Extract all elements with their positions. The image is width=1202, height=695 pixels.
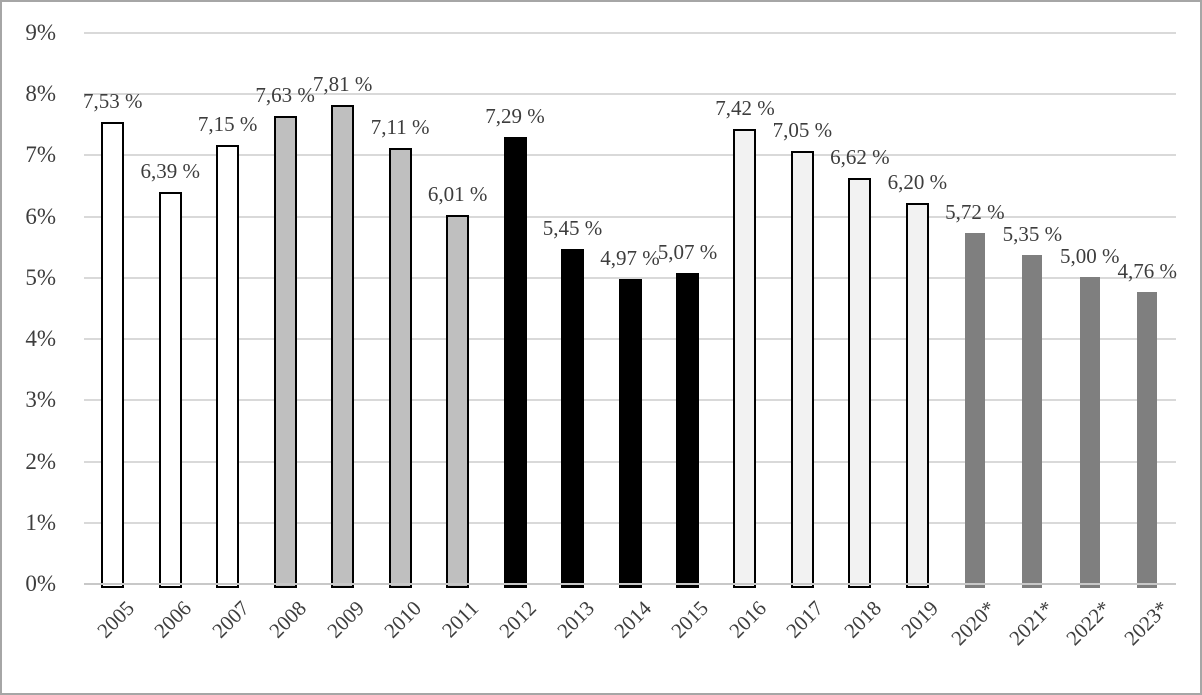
bar-2013 — [561, 249, 585, 588]
bar-2012 — [503, 136, 527, 588]
bar-value-label: 6,01 % — [427, 182, 488, 207]
bar-value-label: 6,62 % — [830, 144, 890, 169]
x-axis-category-label: 2007 — [206, 596, 254, 643]
x-axis-category-label: 2006 — [149, 596, 197, 643]
x-axis-category-label: 2023* — [1119, 596, 1174, 651]
bar-value-label: 6,39 % — [140, 158, 200, 183]
bar-2006 — [158, 191, 182, 588]
bar-2017 — [790, 151, 814, 588]
x-axis-category-label: 2012 — [494, 596, 542, 643]
bar-value-label: 5,35 % — [1002, 222, 1063, 247]
bar-2020* — [964, 232, 985, 588]
y-axis-tick-label: 7% — [25, 142, 56, 168]
x-axis-category-label: 2008 — [264, 596, 312, 643]
y-axis-tick-label: 2% — [25, 448, 56, 474]
bar-2014 — [618, 278, 642, 588]
x-axis-category-label: 2019 — [896, 596, 944, 643]
bar-value-label: 7,15 % — [197, 112, 258, 137]
bar-2015 — [675, 272, 699, 588]
bar-value-label: 4,76 % — [1117, 258, 1178, 283]
y-axis-tick-label: 8% — [25, 81, 56, 107]
bar-2011 — [446, 215, 470, 588]
bar-value-label: 5,45 % — [542, 216, 603, 241]
x-axis-category-label: 2016 — [724, 596, 771, 643]
bar-2008 — [273, 115, 297, 588]
x-axis-category-label: 2010 — [379, 596, 427, 643]
bar-value-label: 6,20 % — [887, 170, 948, 195]
gridline-8% — [84, 93, 1176, 96]
bar-2023* — [1137, 291, 1158, 588]
bar-2019 — [905, 203, 929, 588]
bar-2018 — [848, 177, 872, 588]
bar-value-label: 7,29 % — [485, 103, 545, 128]
x-axis-category-label: 2014 — [609, 596, 656, 643]
x-axis-category-label: 2013 — [551, 596, 599, 643]
gridline-7% — [84, 154, 1176, 157]
y-axis-tick-label: 5% — [25, 264, 56, 290]
bar-value-label: 7,63 % — [255, 82, 315, 107]
x-axis-category-label: 2015 — [666, 596, 714, 643]
x-axis-category-label: 2021* — [1004, 596, 1059, 651]
bar-value-label: 7,53 % — [82, 88, 143, 113]
bar-2009 — [331, 104, 355, 588]
bar-value-label: 5,00 % — [1060, 243, 1120, 268]
bar-2016 — [733, 128, 757, 588]
y-axis-tick-label: 6% — [25, 203, 56, 229]
x-axis-category-label: 2022* — [1061, 596, 1116, 651]
bar-2010 — [388, 147, 412, 588]
x-axis-category-label: 2017 — [781, 596, 829, 643]
bar-2007 — [216, 145, 240, 588]
bar-value-label: 7,11 % — [370, 114, 430, 139]
bar-2005 — [101, 121, 125, 588]
x-axis-category-label: 2009 — [321, 596, 369, 643]
bar-2022* — [1079, 276, 1100, 588]
x-axis-line — [84, 583, 1176, 585]
gridline-9% — [84, 32, 1176, 34]
y-axis-tick-label: 4% — [25, 326, 56, 352]
bar-value-label: 7,42 % — [715, 95, 775, 120]
bar-2021* — [1022, 255, 1043, 588]
bar-value-label: 7,05 % — [772, 118, 833, 143]
x-axis-category-label: 2011 — [437, 596, 484, 643]
y-axis-tick-label: 1% — [25, 509, 56, 535]
bar-value-label: 7,81 % — [312, 71, 373, 96]
gridline-5% — [84, 276, 1176, 279]
bar-value-label: 5,72 % — [945, 199, 1005, 224]
y-axis-tick-label: 0% — [25, 571, 56, 596]
y-axis-tick-label: 9% — [25, 20, 56, 45]
y-axis-tick-label: 3% — [25, 387, 56, 413]
bar-value-label: 5,07 % — [657, 239, 718, 264]
bar-value-label: 4,97 % — [600, 245, 660, 270]
x-axis-category-label: 2018 — [839, 596, 886, 643]
x-axis-category-label: 2005 — [92, 596, 139, 643]
x-axis-category-label: 2020* — [946, 596, 1001, 651]
gridline-6% — [84, 215, 1176, 218]
